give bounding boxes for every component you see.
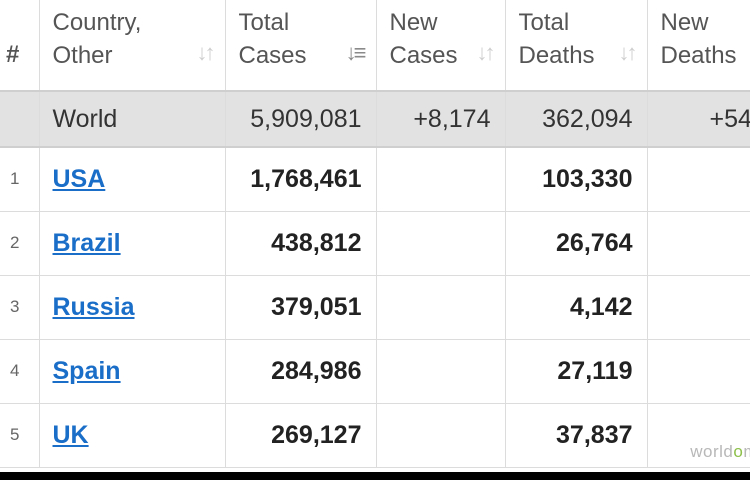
country-cell: Russia [39,275,226,340]
total-deaths-column-header[interactable]: Total Deaths ↓↑ [505,0,648,92]
country-cell: USA [39,147,226,212]
total-deaths-header-line1: Total [518,9,570,36]
new-deaths-cell [647,403,750,468]
total-deaths-cell: 103,330 [505,147,648,212]
rank-header-label: # [6,41,20,68]
sort-icon[interactable]: ↓↑ [476,40,496,65]
world-new-deaths-cell: +54 [647,91,750,148]
rank-cell: 4 [0,339,40,404]
country-link[interactable]: UK [52,420,89,449]
table-row: 4 Spain 284,986 27,119 [0,339,750,404]
new-cases-column-header[interactable]: New Cases ↓↑ [376,0,506,92]
total-deaths-header-line2: Deaths [518,42,595,69]
new-deaths-cell [647,339,750,404]
total-cases-cell: 379,051 [225,275,377,340]
table-row: 2 Brazil 438,812 26,764 [0,211,750,276]
total-cases-cell: 438,812 [225,211,377,276]
total-cases-header-line1: Total [238,9,290,36]
bottom-edge-bar [0,472,750,480]
new-cases-cell [376,403,506,468]
new-deaths-cell [647,211,750,276]
rank-column-header: # [0,0,40,92]
total-deaths-cell: 4,142 [505,275,648,340]
rank-cell: 5 [0,403,40,468]
new-deaths-column-header[interactable]: New Deaths [647,0,750,92]
world-new-cases-cell: +8,174 [376,91,506,148]
total-cases-header-line2: Cases [238,42,307,69]
rank-cell: 3 [0,275,40,340]
total-deaths-cell: 37,837 [505,403,648,468]
watermark-part3: m [743,442,750,461]
world-name-cell: World [39,91,226,148]
country-column-header[interactable]: Country, Other ↓↑ [39,0,226,92]
new-deaths-header-line2: Deaths [660,42,737,69]
country-cell: Brazil [39,211,226,276]
country-header-line2: Other [52,42,113,69]
new-cases-cell [376,211,506,276]
table-row: 3 Russia 379,051 4,142 [0,275,750,340]
header-row: # Country, Other ↓↑ Total Cases ↓≡ [0,0,750,92]
sort-icon[interactable]: ↓↑ [196,40,216,65]
sort-descending-icon[interactable]: ↓≡ [345,40,367,65]
world-total-cases-cell: 5,909,081 [225,91,377,148]
country-link[interactable]: Brazil [52,228,121,257]
total-cases-column-header[interactable]: Total Cases ↓≡ [225,0,377,92]
country-link[interactable]: USA [52,164,106,193]
new-deaths-cell [647,275,750,340]
new-cases-header-line1: New [389,9,438,36]
watermark-part1: world [690,442,734,461]
table-row: 1 USA 1,768,461 103,330 [0,147,750,212]
total-cases-cell: 1,768,461 [225,147,377,212]
world-rank-cell [0,91,40,148]
world-total-row: World 5,909,081 +8,174 362,094 +54 [0,91,750,148]
watermark-logo: worldom [690,442,750,462]
new-cases-cell [376,275,506,340]
sort-icon[interactable]: ↓↑ [618,40,638,65]
country-link[interactable]: Russia [52,292,135,321]
new-cases-header-line2: Cases [389,42,458,69]
watermark-part2: o [733,442,744,461]
world-total-deaths-cell: 362,094 [505,91,648,148]
new-deaths-cell [647,147,750,212]
country-header-line1: Country, [52,9,142,36]
country-link[interactable]: Spain [52,356,121,385]
country-stats-table: # Country, Other ↓↑ Total Cases ↓≡ [0,0,750,468]
new-cases-cell [376,147,506,212]
country-cell: UK [39,403,226,468]
total-cases-cell: 269,127 [225,403,377,468]
total-deaths-cell: 27,119 [505,339,648,404]
total-cases-cell: 284,986 [225,339,377,404]
rank-cell: 1 [0,147,40,212]
country-cell: Spain [39,339,226,404]
new-cases-cell [376,339,506,404]
new-deaths-header-line1: New [660,9,709,36]
total-deaths-cell: 26,764 [505,211,648,276]
rank-cell: 2 [0,211,40,276]
table-row: 5 UK 269,127 37,837 [0,403,750,468]
